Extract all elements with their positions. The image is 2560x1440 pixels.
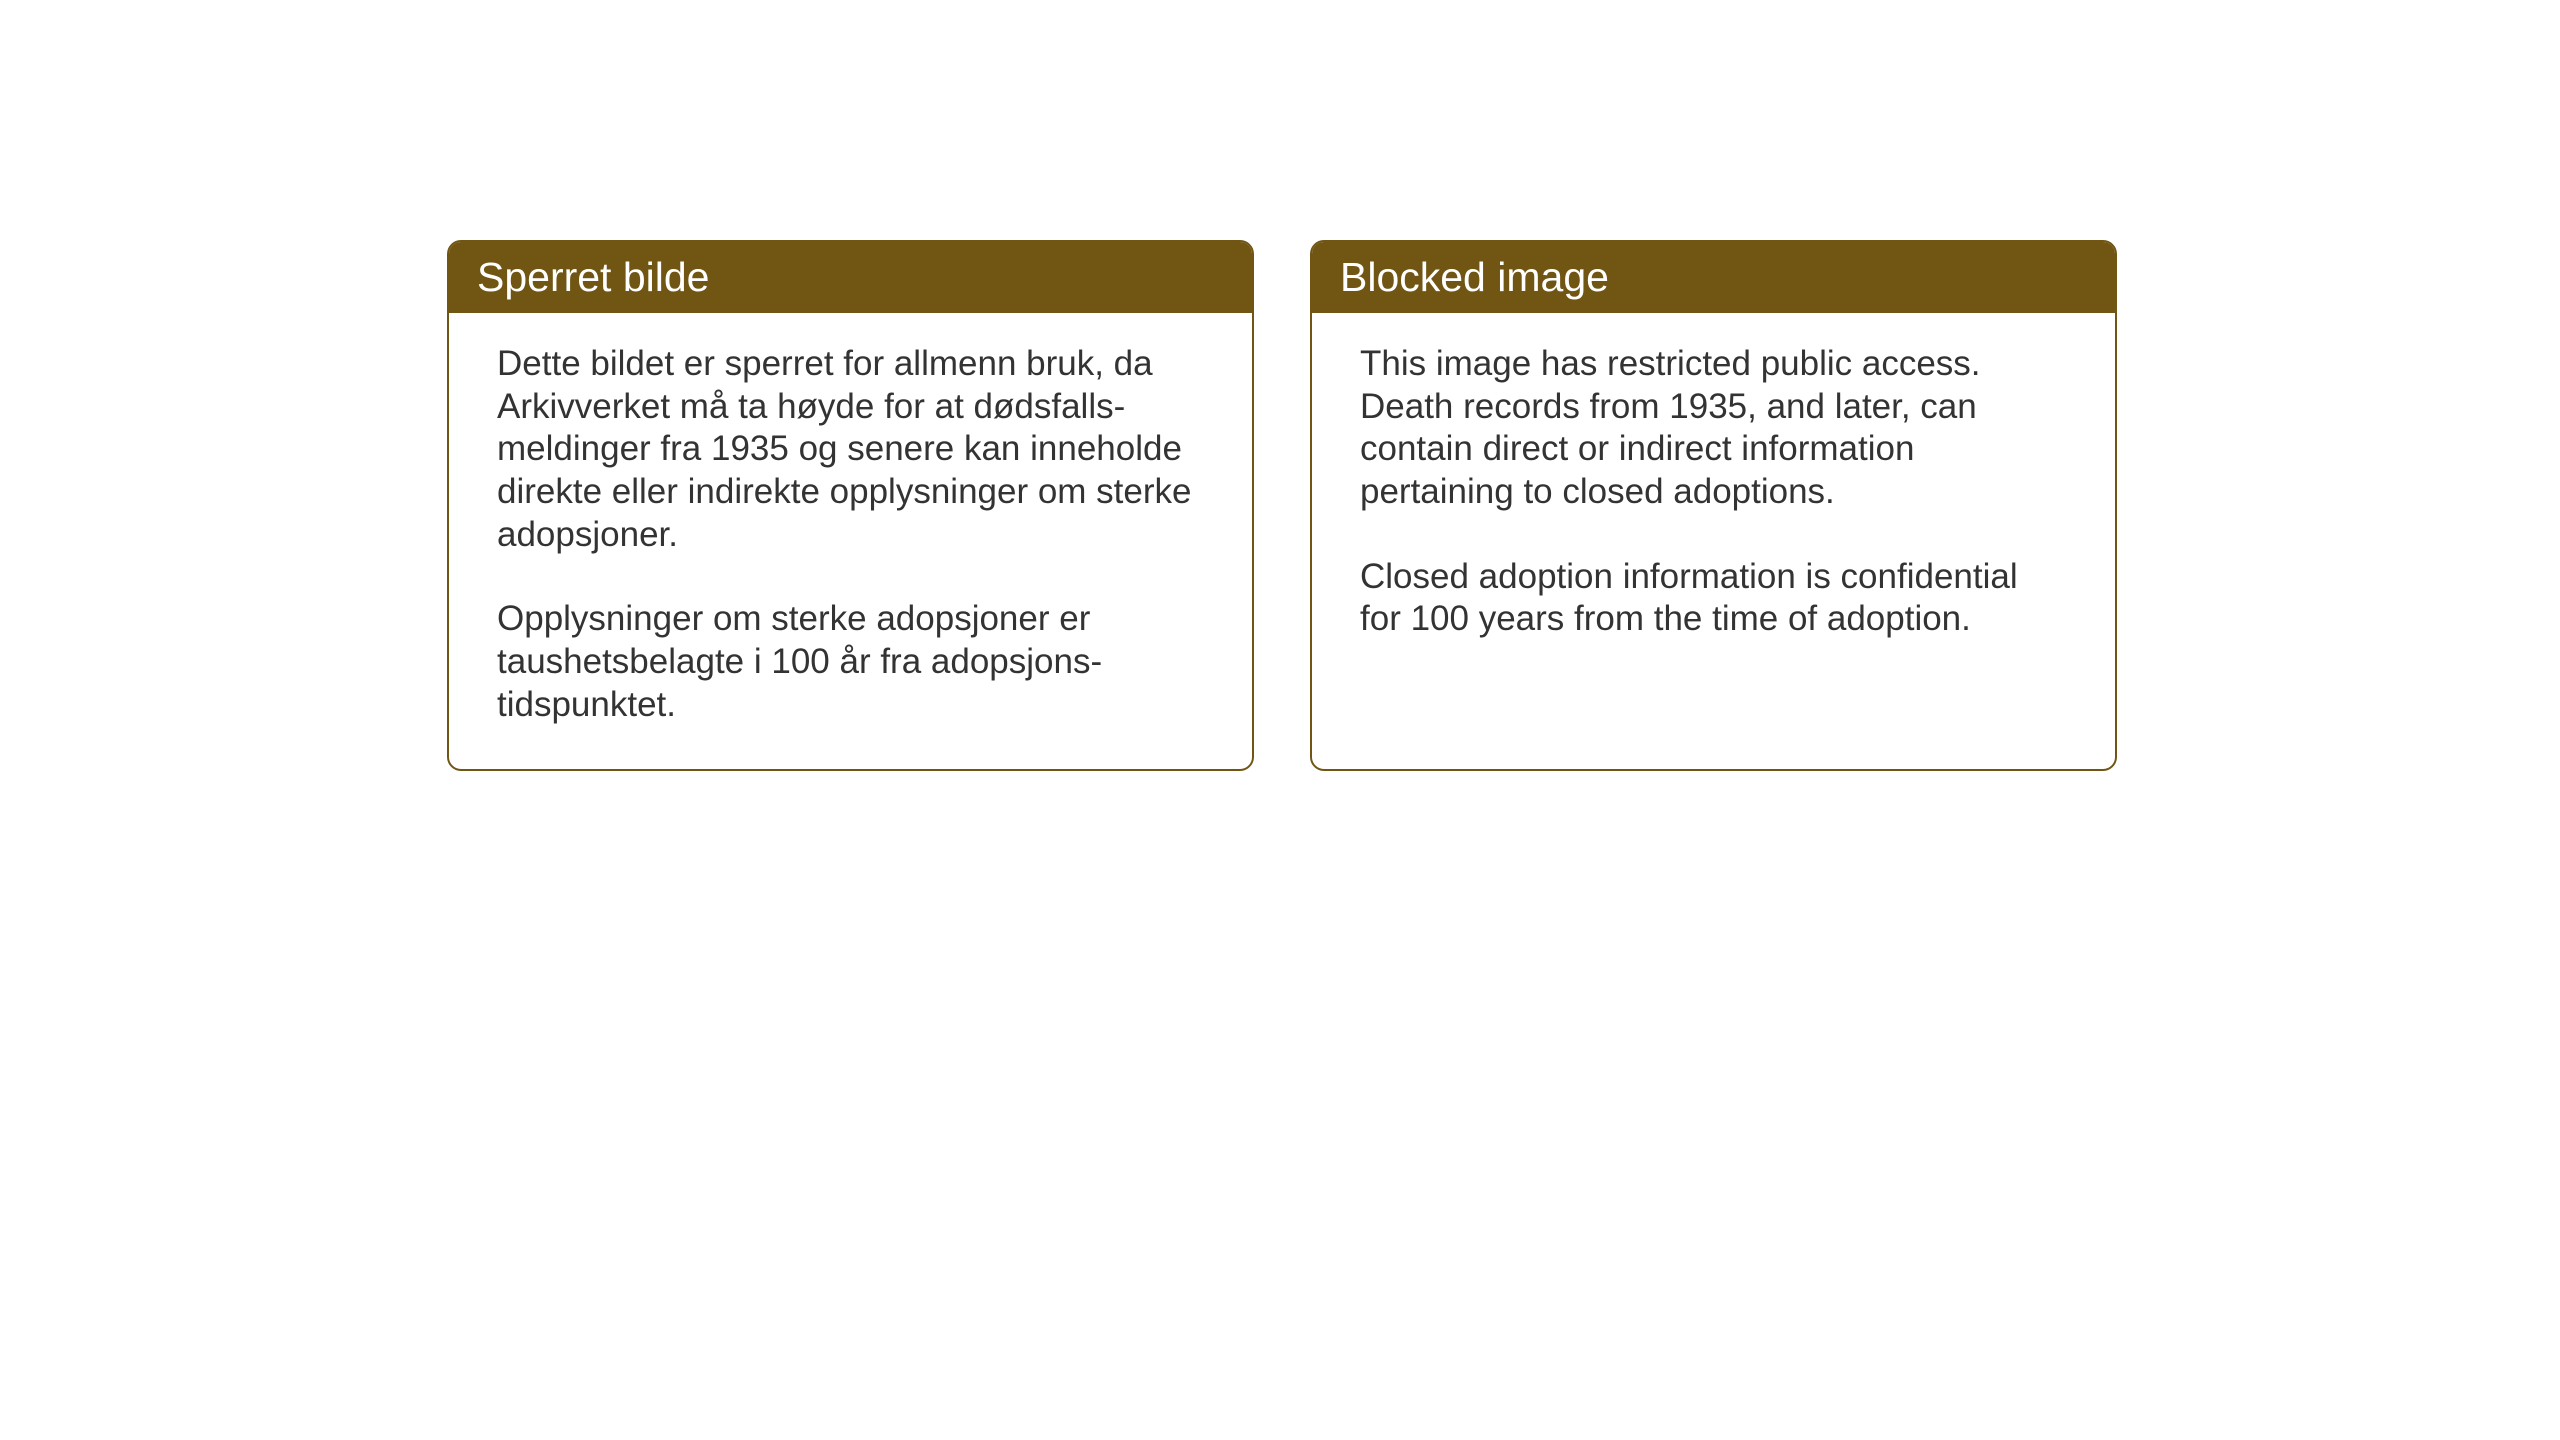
english-card-body: This image has restricted public access.… bbox=[1312, 313, 2115, 753]
cards-container: Sperret bilde Dette bildet er sperret fo… bbox=[0, 0, 2560, 771]
english-paragraph-2: Closed adoption information is confident… bbox=[1360, 556, 2067, 641]
english-paragraph-1: This image has restricted public access.… bbox=[1360, 343, 2067, 514]
norwegian-paragraph-1: Dette bildet er sperret for allmenn bruk… bbox=[497, 343, 1204, 556]
norwegian-card-title: Sperret bilde bbox=[449, 242, 1252, 313]
english-card-title: Blocked image bbox=[1312, 242, 2115, 313]
norwegian-card-body: Dette bildet er sperret for allmenn bruk… bbox=[449, 313, 1252, 769]
english-card: Blocked image This image has restricted … bbox=[1310, 240, 2117, 771]
norwegian-card: Sperret bilde Dette bildet er sperret fo… bbox=[447, 240, 1254, 771]
norwegian-paragraph-2: Opplysninger om sterke adopsjoner er tau… bbox=[497, 598, 1204, 726]
